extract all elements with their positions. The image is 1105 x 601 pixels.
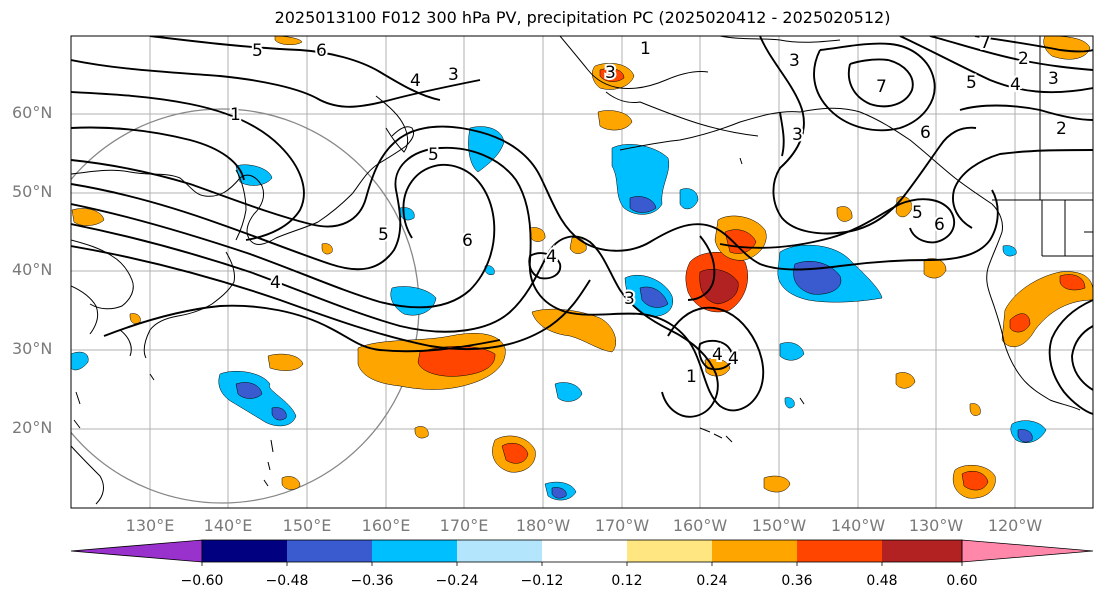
- contour-label: 4: [270, 273, 281, 293]
- contour-label: 5: [912, 203, 923, 223]
- lon-label: 120°W: [987, 516, 1043, 535]
- colorbar-segment: [627, 540, 712, 562]
- contour-label: 3: [789, 51, 800, 71]
- contour-label: 6: [462, 231, 473, 251]
- colorbar-extend-high: [961, 539, 1094, 563]
- contour-label: 5: [252, 41, 263, 61]
- map-title: 2025013100 F012 300 hPa PV, precipitatio…: [274, 8, 891, 27]
- contour-label: 6: [316, 41, 327, 61]
- contour-label: 3: [605, 63, 616, 83]
- contour-label: 1: [686, 367, 697, 387]
- lon-label: 150°E: [282, 516, 332, 535]
- colorbar-tick-label: 0.36: [781, 573, 813, 589]
- contour-label: 4: [546, 247, 557, 267]
- lat-label: 20°N: [12, 418, 53, 437]
- lat-label: 50°N: [12, 182, 53, 201]
- colorbar-segment: [457, 540, 542, 562]
- contour-label: 4: [712, 345, 723, 365]
- contour-labels: 5 6 4 3 1 5 4 6 5 4 3 7 5 4 3 2 2 3 3 6 …: [228, 33, 1069, 389]
- colorbar-segment: [287, 540, 372, 562]
- lon-label: 140°E: [203, 516, 253, 535]
- contour-label: 6: [920, 123, 931, 143]
- colorbar-segment: [372, 540, 457, 562]
- lon-label: 140°W: [830, 516, 886, 535]
- lon-label: 130°W: [908, 516, 964, 535]
- contour-label: 3: [792, 125, 803, 145]
- lon-label: 130°E: [125, 516, 175, 535]
- colorbar-segment: [882, 540, 962, 562]
- lon-label: 170°E: [439, 516, 489, 535]
- colorbar-segment: [202, 540, 287, 562]
- colorbar-tick-label: 0.24: [696, 573, 728, 589]
- map-frame: [70, 35, 1094, 509]
- contour-label: 4: [1010, 75, 1021, 95]
- contour-label: 1: [640, 39, 651, 59]
- colorbar-tick-label: −0.12: [520, 573, 564, 589]
- contour-label: 3: [624, 289, 635, 309]
- lon-label: 160°E: [361, 516, 411, 535]
- contour-label: 3: [1048, 69, 1059, 89]
- colorbar-tick-label: 0.60: [946, 573, 978, 589]
- contour-label: 3: [448, 65, 459, 85]
- contour-label: 7: [980, 33, 991, 53]
- contour-label: 7: [876, 77, 887, 97]
- contour-label: 2: [1018, 49, 1029, 69]
- lat-label: 30°N: [12, 339, 53, 358]
- colorbar-tick-label: −0.24: [435, 573, 479, 589]
- coastlines: [71, 36, 1093, 505]
- colorbar-segment: [797, 540, 882, 562]
- contour-label: 5: [378, 225, 389, 245]
- pv-contours: [71, 36, 1093, 418]
- colorbar-tick-label: −0.60: [180, 573, 224, 589]
- contour-label: 4: [410, 71, 421, 91]
- contour-label: 6: [934, 215, 945, 235]
- lat-label: 60°N: [12, 103, 53, 122]
- colorbar-extend-low: [70, 539, 203, 563]
- colorbar-tick-label: 0.48: [866, 573, 898, 589]
- contour-label: 1: [230, 105, 241, 125]
- colorbar: [70, 539, 1094, 566]
- colorbar-tick-label: 0.12: [611, 573, 643, 589]
- colorbar-segment: [542, 540, 627, 562]
- lon-label: 170°W: [594, 516, 650, 535]
- contour-label: 5: [966, 73, 977, 93]
- lon-label: 160°W: [672, 516, 728, 535]
- contour-label: 4: [728, 349, 739, 369]
- colorbar-segment: [712, 540, 797, 562]
- contour-label: 5: [428, 145, 439, 165]
- colorbar-tick-label: −0.36: [350, 573, 394, 589]
- contour-label: 2: [1056, 119, 1067, 139]
- lat-label: 40°N: [12, 260, 53, 279]
- lon-label: 150°W: [751, 516, 807, 535]
- lon-label: 180°W: [515, 516, 571, 535]
- colorbar-tick-label: −0.48: [265, 573, 309, 589]
